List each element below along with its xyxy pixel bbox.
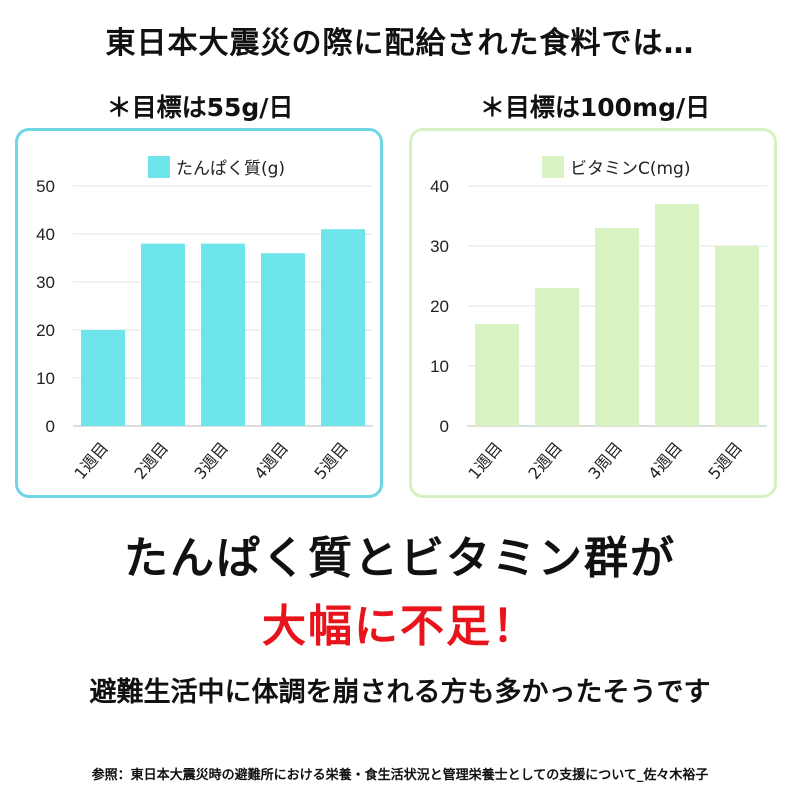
y-tick-label: 30 [36, 273, 55, 292]
y-tick-label: 20 [36, 321, 55, 340]
x-tick-label: 4週目 [250, 438, 292, 483]
y-tick-label: 10 [36, 369, 55, 388]
bar [595, 228, 639, 426]
x-tick-label: 3周目 [584, 438, 626, 483]
protein-target-label: ＊目標は55g/日 [106, 93, 294, 122]
headline: たんぱく質とビタミン群が [124, 533, 676, 584]
x-tick-label: 1週目 [464, 438, 506, 483]
vitamin-target-label: ＊目標は100mg/日 [479, 93, 711, 122]
y-tick-label: 50 [36, 177, 55, 196]
y-tick-label: 0 [440, 417, 449, 436]
health-note: 避難生活中に体調を崩される方も多かったそうです [89, 677, 711, 708]
protein-chart: 0 10 20 30 40 50 たんぱく質(g) 1週目 2週目 3週目 4週目 5週目 [36, 156, 373, 483]
bar [715, 246, 759, 426]
y-tick-label: 40 [430, 177, 449, 196]
bar [321, 229, 365, 426]
bar [475, 324, 519, 426]
bar [141, 243, 185, 426]
page-title: 東日本大震災の際に配給された食料では… [105, 26, 695, 61]
y-tick-label: 0 [46, 417, 55, 436]
y-tick-label: 20 [430, 297, 449, 316]
x-tick-label: 2週目 [130, 438, 172, 483]
legend-label: ビタミンC(mg) [570, 159, 691, 179]
protein-chart-panel: 0 10 20 30 40 50 たんぱく質(g) 1週目 2週目 3週目 4週目 5週目 [15, 128, 383, 498]
x-tick-label: 1週目 [70, 438, 112, 483]
y-tick-label: 40 [36, 225, 55, 244]
bar [655, 204, 699, 426]
x-tick-label: 5週目 [310, 438, 352, 483]
x-tick-label: 3週目 [190, 438, 232, 483]
bar [81, 330, 125, 426]
legend-label: たんぱく質(g) [176, 159, 285, 179]
vitamin-chart-panel: 0 10 20 30 40 ビタミンC(mg) 1週目 2週目 3周目 4週目 5週目 [409, 128, 777, 498]
reference-note: 参照：東日本大震災時の避難所における栄養・食生活状況と管理栄養士としての支援につ… [91, 768, 709, 783]
y-tick-label: 10 [430, 357, 449, 376]
y-tick-label: 30 [430, 237, 449, 256]
bar [201, 243, 245, 426]
x-tick-label: 2週目 [524, 438, 566, 483]
x-tick-label: 4週目 [644, 438, 686, 483]
bar [261, 253, 305, 426]
legend-swatch [148, 156, 170, 178]
shortage-alert: 大幅に不足！ [262, 601, 538, 652]
x-tick-label: 5週目 [704, 438, 746, 483]
bar [535, 288, 579, 426]
legend-swatch [542, 156, 564, 178]
vitamin-chart: 0 10 20 30 40 ビタミンC(mg) 1週目 2週目 3周目 4週目 5週目 [430, 156, 767, 483]
